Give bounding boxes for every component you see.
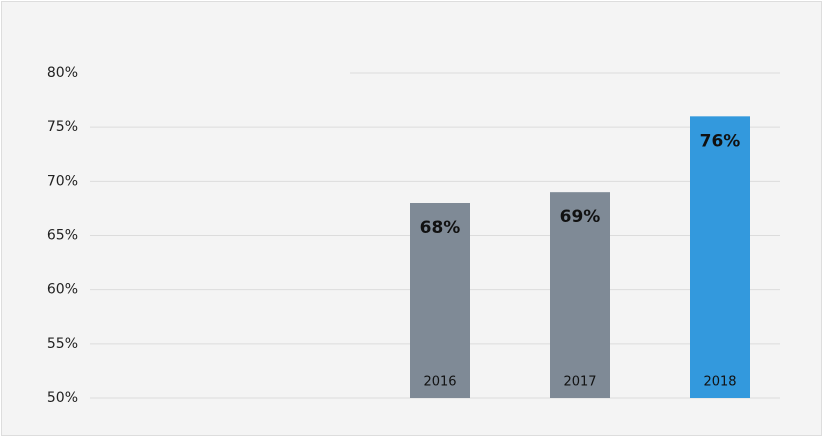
- value-label: 68%: [420, 218, 461, 238]
- bar: [550, 192, 610, 398]
- x-tick-label: 2018: [703, 375, 736, 390]
- y-tick-label: 70%: [47, 173, 78, 189]
- value-label: 69%: [560, 207, 601, 227]
- y-tick-label: 60%: [47, 282, 78, 298]
- y-tick-label: 80%: [47, 65, 78, 81]
- value-label: 76%: [700, 131, 741, 151]
- x-tick-label: 2016: [423, 375, 456, 390]
- bar: [410, 203, 470, 398]
- bar: [690, 116, 750, 398]
- y-tick-label: 65%: [47, 228, 78, 244]
- y-tick-label: 55%: [47, 336, 78, 352]
- y-tick-label: 50%: [47, 390, 78, 406]
- x-tick-label: 2017: [563, 375, 596, 390]
- y-tick-label: 75%: [47, 119, 78, 135]
